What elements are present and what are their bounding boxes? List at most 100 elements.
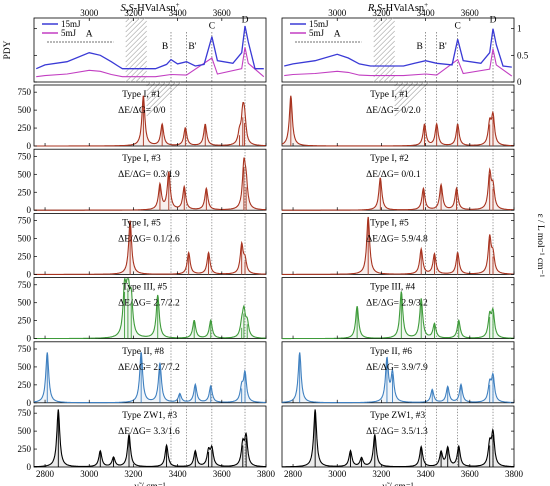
pdy-gap-hatch bbox=[373, 17, 429, 117]
hatch-line bbox=[373, 40, 395, 63]
bottom-x-tick-label: 3000 bbox=[328, 469, 347, 479]
spectrum-type-label: Type I, #5 bbox=[370, 218, 409, 228]
pdy-frame bbox=[281, 17, 515, 83]
hatch-line bbox=[394, 81, 409, 97]
bottom-x-tick-label: 3400 bbox=[169, 469, 188, 479]
title-stereo: S,S bbox=[120, 3, 134, 14]
spectrum-frame bbox=[281, 277, 515, 340]
hatch-line bbox=[373, 25, 395, 48]
top-x-tick-label: 3400 bbox=[169, 8, 188, 18]
hatch-line bbox=[373, 35, 395, 58]
hatch-line bbox=[373, 17, 388, 33]
pdy-y-tick-label: 1 bbox=[517, 24, 522, 34]
spectrum-type-label: Type I, #2 bbox=[370, 154, 409, 164]
spectrum-frame bbox=[33, 405, 267, 468]
hatch-line bbox=[125, 30, 147, 53]
spectrum-energy-label: ΔE/ΔG= 0/0 bbox=[118, 106, 166, 116]
ir-y-tick-label: 750 bbox=[18, 151, 32, 161]
ir-y-tick-label: 0 bbox=[27, 334, 32, 344]
hatch-line bbox=[146, 81, 151, 87]
ir-y-tick-label: 750 bbox=[18, 344, 32, 354]
hatch-line bbox=[146, 81, 156, 92]
spectrum-curve bbox=[282, 409, 514, 468]
ir-y-tick-label: 500 bbox=[18, 298, 32, 308]
spectrum-panel: Type ZW1, #3 ΔE/ΔG= 3.3/1.6 0 250 500 750 bbox=[18, 405, 267, 472]
spectrum-energy-label: ΔE/ΔG= 0/0.1 bbox=[366, 170, 421, 180]
spectrum-curve bbox=[34, 220, 266, 275]
top-x-tick-label: 3200 bbox=[372, 8, 391, 18]
legend-label: 15mJ bbox=[61, 19, 81, 29]
band-label: D bbox=[490, 15, 497, 25]
band-label: A bbox=[86, 30, 93, 40]
title-molecule: -HValAsn bbox=[382, 3, 425, 14]
spectrum-curve bbox=[282, 216, 514, 275]
top-x-tick-label: 3000 bbox=[80, 8, 99, 18]
bottom-x-tick-label: 3600 bbox=[213, 469, 232, 479]
hatch-line bbox=[383, 70, 395, 83]
hatch-line bbox=[373, 60, 395, 83]
spectrum-type-label: Type I, #5 bbox=[122, 218, 161, 228]
ir-y-tick-label: 750 bbox=[18, 87, 32, 97]
spectrum-energy-label: ΔE/ΔG= 2.9/3.2 bbox=[366, 299, 428, 309]
band-label: A bbox=[334, 30, 341, 40]
ir-y-tick-label: 250 bbox=[18, 251, 32, 261]
legend-label: 5mJ bbox=[309, 28, 325, 38]
hatch-line bbox=[125, 17, 140, 33]
spectrum-type-label: Type I, #3 bbox=[122, 154, 161, 164]
spectrum-fill bbox=[282, 216, 514, 275]
ir-y-tick-label: 0 bbox=[27, 141, 32, 151]
title-molecule: -HValAsn bbox=[134, 3, 177, 14]
spectrum-type-label: Type I, #1 bbox=[122, 90, 161, 100]
spectrum-fill bbox=[34, 158, 266, 211]
band-label: B bbox=[162, 42, 168, 52]
pdy-y-tick-label: 0.5 bbox=[517, 50, 529, 60]
spectrum-panel: Type I, #1 ΔE/ΔG= 0/0 0 250 500 750 bbox=[18, 84, 267, 151]
spectrum-energy-label: ΔE/ΔG= 0/2.0 bbox=[366, 106, 421, 116]
spectrum-type-label: Type ZW1, #3 bbox=[122, 411, 177, 421]
ir-y-tick-label: 250 bbox=[18, 123, 32, 133]
ir-y-tick-label: 0 bbox=[27, 205, 32, 215]
spectrum-curve bbox=[33, 352, 266, 404]
hatch-line bbox=[373, 17, 378, 23]
hatch-line bbox=[394, 81, 419, 107]
pdy-15mJ-curve bbox=[35, 25, 264, 70]
pdy-ylabel: PDY bbox=[3, 40, 13, 59]
top-x-tick-label: 3200 bbox=[124, 8, 143, 18]
hatch-line bbox=[125, 35, 147, 58]
ir-y-tick-label: 0 bbox=[27, 398, 32, 408]
spectrum-type-label: Type I, #1 bbox=[370, 90, 409, 100]
ir-y-tick-label: 750 bbox=[18, 280, 32, 290]
column-title: S,S-HValAsn+ bbox=[120, 1, 179, 14]
bottom-x-tick-label: 3400 bbox=[417, 469, 436, 479]
spectrum-curve bbox=[281, 352, 514, 404]
pdy-5mJ-curve bbox=[284, 48, 513, 77]
spectrum-energy-label: ΔE/ΔG= 3.5/1.3 bbox=[366, 427, 428, 437]
ir-y-tick-label: 0 bbox=[27, 269, 32, 279]
ir-ylabel: ε / L mol⁻¹ cm⁻¹ bbox=[535, 214, 545, 278]
spectrum-fill bbox=[34, 221, 266, 275]
spectrum-frame bbox=[281, 341, 515, 404]
column-title: R,S-HValAsn+ bbox=[367, 1, 428, 14]
hatch-line bbox=[393, 80, 395, 83]
hatch-line bbox=[125, 17, 130, 23]
spectrum-energy-label: ΔE/ΔG= 2.7/2.2 bbox=[118, 299, 180, 309]
spectrum-fill bbox=[34, 96, 266, 146]
top-x-tick-label: 3600 bbox=[213, 8, 232, 18]
hatch-line bbox=[146, 81, 171, 107]
hatch-line bbox=[373, 45, 395, 68]
bottom-x-tick-label: 3800 bbox=[505, 469, 524, 479]
spectrum-panel: Type ZW1, #3 ΔE/ΔG= 3.5/1.3 bbox=[281, 405, 515, 468]
spectrum-type-label: Type II, #8 bbox=[122, 347, 164, 357]
hatch-line bbox=[394, 81, 404, 92]
hatch-line bbox=[125, 17, 145, 38]
legend-label: 5mJ bbox=[61, 28, 77, 38]
spectrum-energy-label: ΔE/ΔG= 2.7/7.2 bbox=[118, 363, 180, 373]
bottom-x-tick-label: 3200 bbox=[372, 469, 391, 479]
spectrum-curve bbox=[282, 291, 515, 340]
hatch-line bbox=[394, 81, 399, 87]
spectrum-panel: Type I, #1 ΔE/ΔG= 0/2.0 bbox=[281, 84, 515, 147]
spectrum-panel: Type I, #3 ΔE/ΔG= 0.3/1.9 0 250 500 750 bbox=[18, 148, 267, 215]
spectrum-panel: Type II, #6 ΔE/ΔG= 3.9/7.9 bbox=[281, 341, 515, 404]
ir-y-tick-label: 250 bbox=[18, 380, 32, 390]
